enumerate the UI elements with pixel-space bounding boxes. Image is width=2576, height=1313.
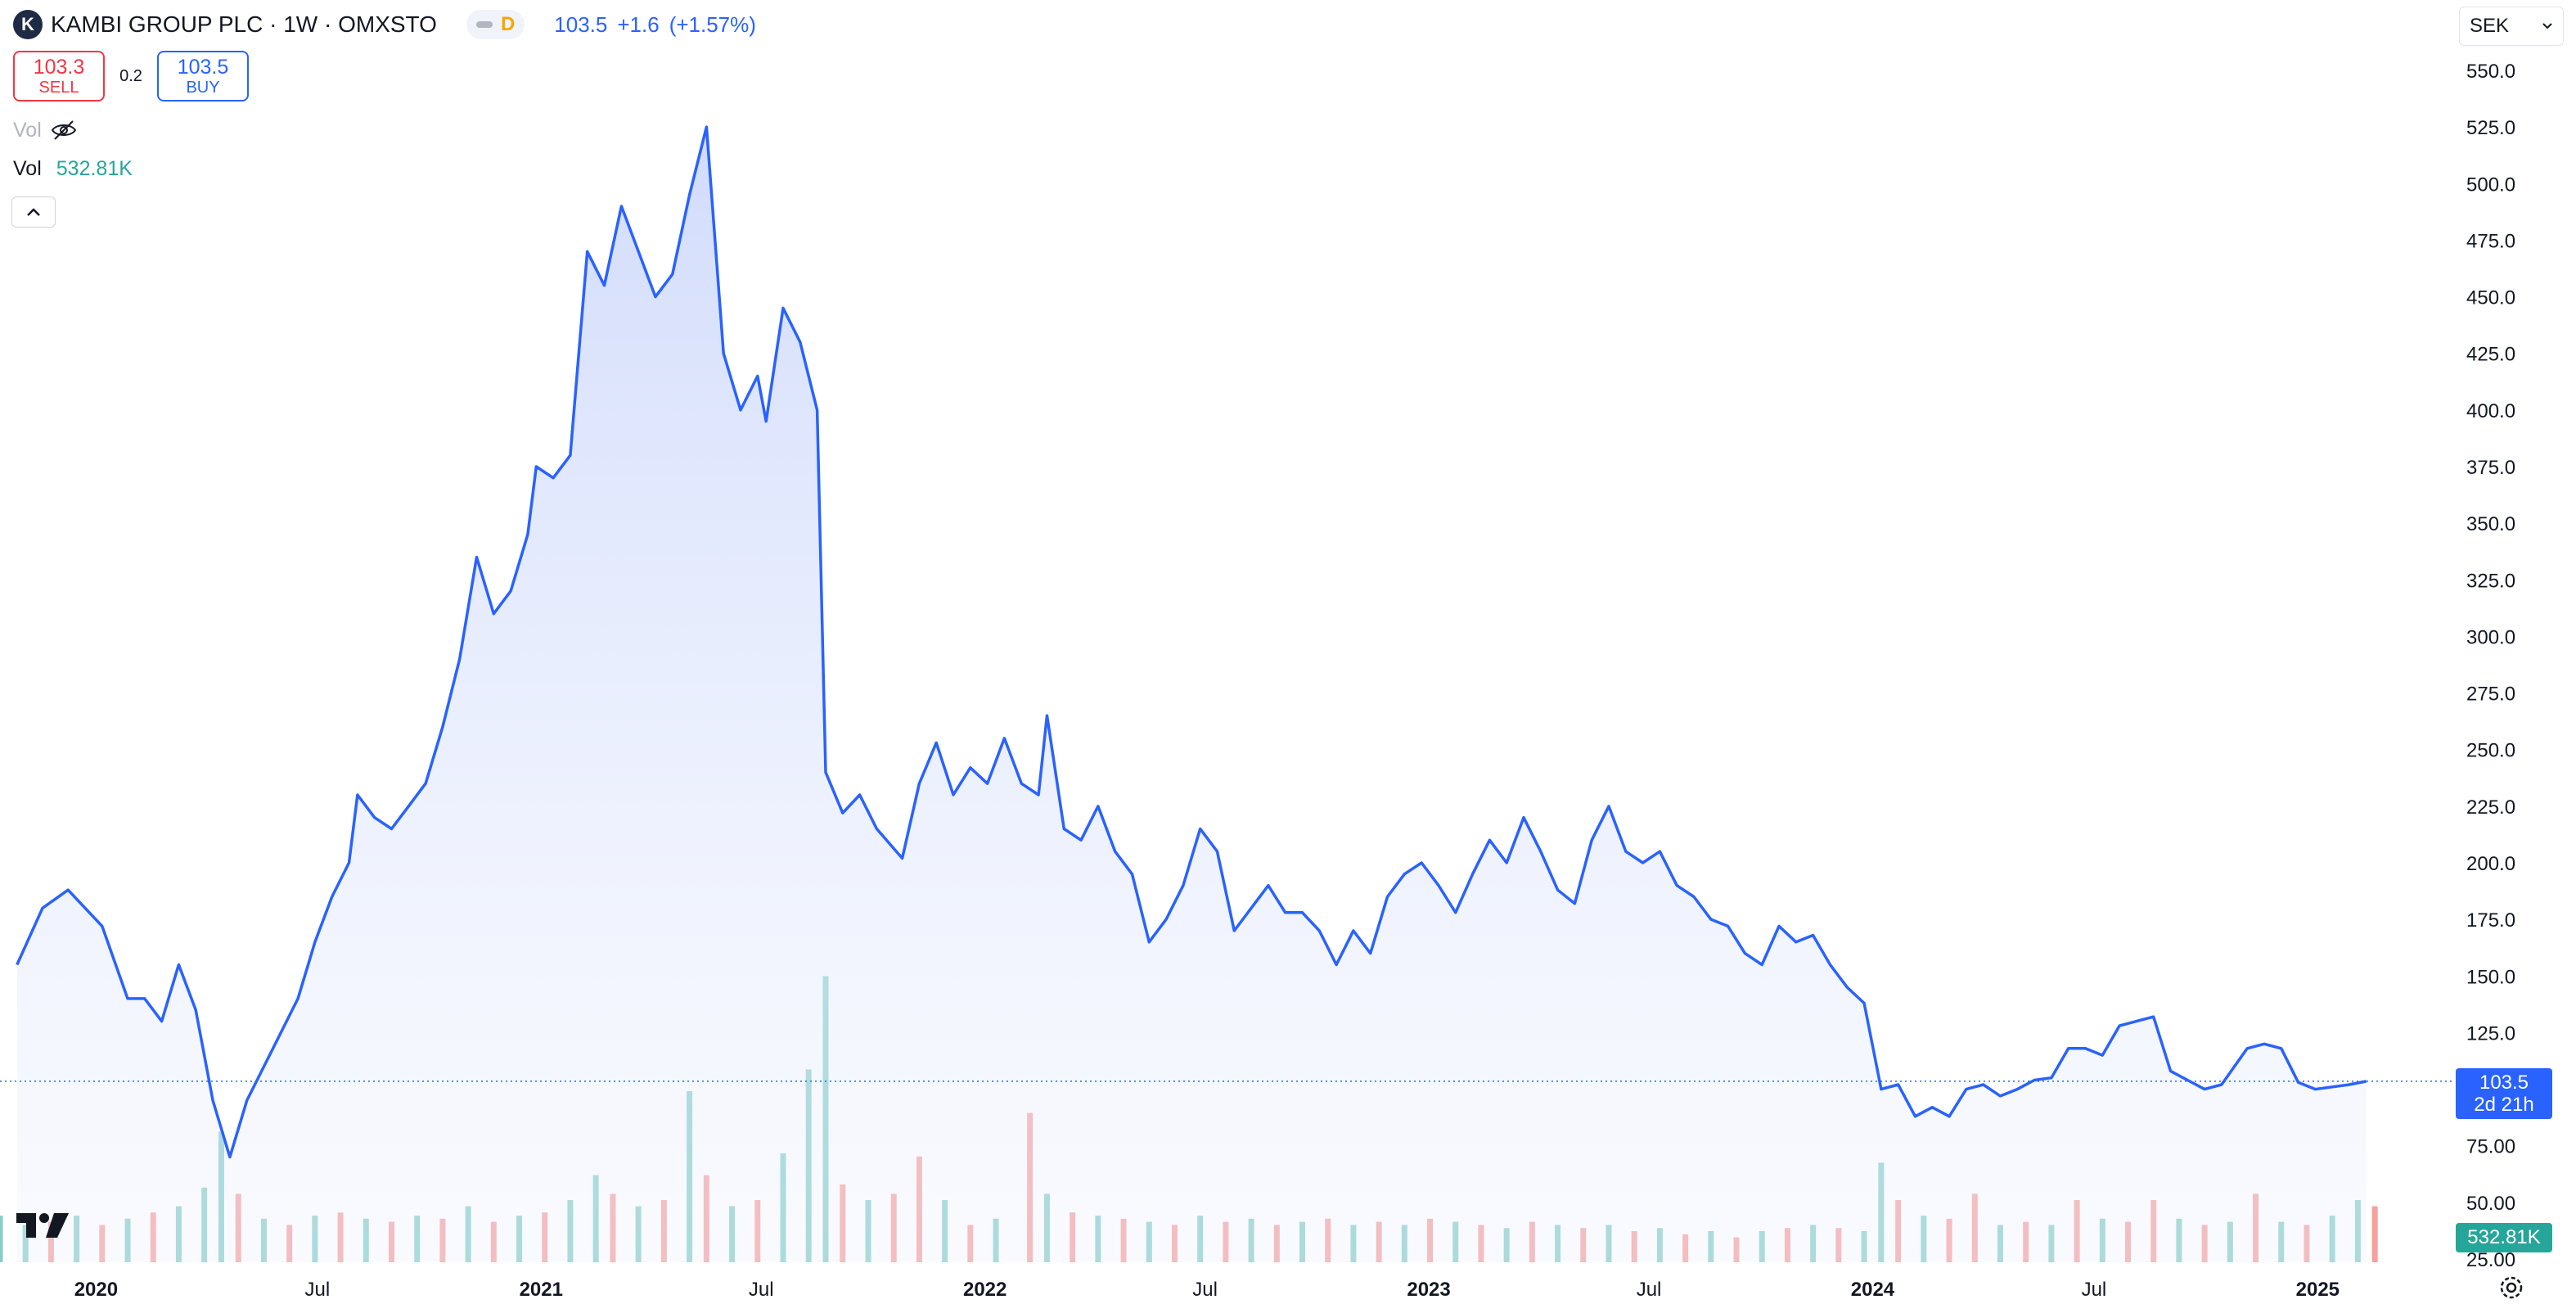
price-line [16, 125, 2367, 1159]
hidden-volume-label: Vol [13, 118, 42, 142]
trade-buttons: 103.3 SELL 0.2 103.5 BUY [13, 51, 249, 102]
symbol-legend: K KAMBI GROUP PLC · 1W · OMXSTO D 103.5 +… [13, 10, 766, 39]
last-price-label-value: 103.5 [2479, 1072, 2529, 1094]
price-tick-19: 75.00 [2466, 1136, 2515, 1158]
price-tick-3: 475.0 [2466, 230, 2515, 252]
time-tick-10: 2025 [2296, 1279, 2340, 1301]
sell-button[interactable]: 103.3 SELL [13, 51, 105, 102]
buy-label: BUY [186, 79, 220, 97]
spread-value: 0.2 [119, 66, 142, 85]
buy-price: 103.5 [177, 56, 229, 79]
price-tick-21: 25.00 [2466, 1249, 2515, 1271]
volume-value: 532.81K [56, 157, 133, 180]
price-tick-20: 50.00 [2466, 1193, 2515, 1215]
price-tick-17: 125.0 [2466, 1022, 2515, 1045]
eye-off-icon[interactable] [50, 118, 78, 142]
volume-bar-0 [0, 1216, 3, 1262]
price-tick-12: 250.0 [2466, 740, 2515, 762]
price-tick-1: 525.0 [2466, 117, 2515, 139]
price-tick-16: 150.0 [2466, 966, 2515, 988]
price-tick-10: 300.0 [2466, 626, 2515, 648]
data-delay-badge: D [500, 13, 516, 35]
quote-summary: 103.5 +1.6 (+1.57%) [554, 12, 766, 38]
price-tick-8: 350.0 [2466, 513, 2515, 535]
time-tick-3: Jul [749, 1279, 774, 1301]
currency-select[interactable]: SEK [2459, 7, 2564, 46]
price-tick-0: 550.0 [2466, 61, 2515, 83]
market-status-pill[interactable]: D [466, 10, 525, 39]
price-tick-4: 450.0 [2466, 287, 2515, 309]
time-axis[interactable]: 2020 Jul 2021 Jul 2022 Jul 2023 Jul 2024 Jul 2025 [74, 1279, 2340, 1301]
time-tick-5: Jul [1192, 1279, 1218, 1301]
market-closed-icon [475, 21, 493, 28]
chevron-down-icon [2542, 23, 2552, 29]
hidden-volume-legend[interactable]: Vol [13, 118, 78, 142]
volume-label: Vol [13, 157, 42, 180]
price-area-fill [16, 127, 2367, 1263]
price-tick-15: 175.0 [2466, 909, 2515, 932]
time-tick-9: Jul [2082, 1279, 2107, 1301]
tradingview-logo[interactable] [16, 1211, 70, 1239]
time-tick-4: 2022 [963, 1279, 1007, 1301]
price-change-percent: (+1.57%) [669, 11, 756, 37]
price-tick-7: 375.0 [2466, 457, 2515, 479]
sell-label: SELL [38, 79, 79, 97]
price-tick-11: 275.0 [2466, 684, 2515, 706]
time-tick-8: 2024 [1851, 1279, 1895, 1301]
sell-price: 103.3 [33, 56, 85, 79]
price-tick-14: 200.0 [2466, 853, 2515, 875]
price-tick-13: 225.0 [2466, 796, 2515, 819]
buy-button[interactable]: 103.5 BUY [157, 51, 249, 102]
price-tick-6: 400.0 [2466, 400, 2515, 422]
last-price: 103.5 [554, 11, 608, 37]
settings-gear-icon[interactable] [2497, 1274, 2525, 1302]
volume-legend[interactable]: Vol 532.81K [13, 157, 133, 181]
volume-bar-96 [2371, 1206, 2378, 1262]
collapse-legend-button[interactable] [11, 196, 56, 228]
last-volume-label: 532.81K [2456, 1223, 2552, 1252]
time-tick-6: 2023 [1407, 1279, 1450, 1301]
price-axis[interactable]: 550.0 525.0 500.0 475.0 450.0 425.0 400.0 375.0… [2466, 61, 2515, 1271]
time-tick-0: 2020 [74, 1279, 118, 1301]
price-change: +1.6 [617, 11, 660, 37]
currency-value: SEK [2470, 15, 2510, 37]
last-price-label: 103.5 2d 21h [2456, 1068, 2552, 1119]
bar-countdown: 2d 21h [2474, 1094, 2534, 1116]
price-tick-9: 325.0 [2466, 570, 2515, 592]
time-tick-2: 2021 [520, 1279, 563, 1301]
time-tick-1: Jul [305, 1279, 331, 1301]
time-tick-7: Jul [1637, 1279, 1662, 1301]
chevron-up-icon [27, 208, 40, 216]
price-tick-5: 425.0 [2466, 344, 2515, 366]
company-logo: K [13, 10, 43, 39]
symbol-title[interactable]: KAMBI GROUP PLC · 1W · OMXSTO [51, 11, 437, 37]
price-tick-2: 500.0 [2466, 174, 2515, 196]
